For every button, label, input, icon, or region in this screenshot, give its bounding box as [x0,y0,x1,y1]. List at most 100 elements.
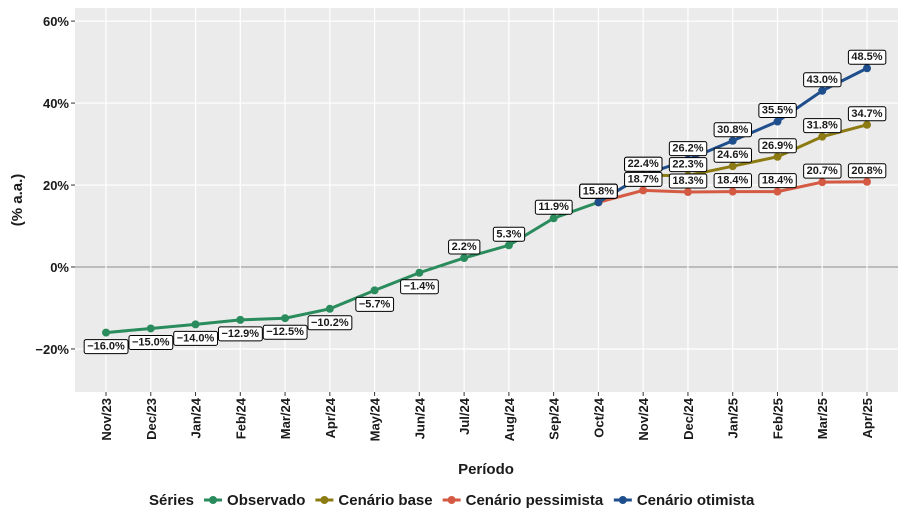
data-point [818,86,827,95]
data-label: −14.0% [173,330,219,346]
data-label-box [307,315,353,331]
data-label: 18.3% [668,173,708,189]
x-tick-label: Mar/24 [278,397,293,439]
data-label: −12.5% [262,324,308,340]
data-label-box [668,141,708,157]
data-label: −15.0% [128,334,174,350]
data-label: −16.0% [83,339,129,355]
y-tick-label: 60% [43,14,69,29]
data-label-text: 18.4% [717,175,748,187]
data-point [325,304,334,313]
y-tick-label: 0% [50,260,69,275]
data-label-box [847,163,887,179]
data-point [818,132,827,141]
data-label-box [803,163,842,179]
data-label-box [713,147,753,163]
x-tick-label: Nov/23 [99,398,114,441]
data-label-text: 43.0% [807,74,838,86]
x-tick-label: Aug/24 [502,397,517,441]
legend-key [447,496,456,504]
data-point [863,177,871,186]
data-label: 18.4% [758,173,797,189]
data-label-text: 18.3% [672,175,703,187]
legend-label: Cenário pessimista [466,492,604,509]
data-label: 24.6% [713,147,753,163]
data-label: 30.8% [713,122,753,138]
data-label: −12.9% [217,326,263,342]
plot-panel [75,8,898,392]
data-label: 26.2% [668,141,708,157]
data-label-text: 26.9% [762,140,793,152]
data-label-box [400,279,439,295]
data-label-text: −14.0% [177,332,215,344]
data-label-box [847,49,887,65]
data-point [549,214,558,223]
data-label-box [758,173,797,189]
data-label-box [492,226,526,242]
x-axis-title: Período [458,461,514,478]
legend-key [320,496,329,504]
data-label: 2.2% [448,239,481,255]
data-point [102,328,110,337]
data-label-box [713,173,753,189]
y-tick-label: 40% [43,96,69,111]
y-tick-label: −20% [35,342,69,357]
data-label: −10.2% [307,315,353,331]
data-point [146,324,155,333]
data-label-text: 18.7% [628,173,659,185]
data-label-text: 22.4% [628,158,659,170]
data-point [863,120,871,129]
data-point [818,178,827,187]
data-point [594,198,603,207]
data-point [863,64,871,73]
data-label: 15.8% [579,183,618,199]
data-label-text: 18.4% [762,175,793,187]
data-label-box [803,72,842,88]
x-tick-label: Oct/24 [591,397,606,438]
data-label: 20.8% [847,163,887,179]
x-tick-label: Apr/24 [323,397,338,438]
data-label-text: −16.0% [87,341,125,353]
data-label-box [624,171,663,187]
data-label-text: −12.5% [266,326,304,338]
x-tick-label: Dec/23 [144,398,159,440]
data-label: 20.7% [803,163,842,179]
data-label-text: 24.6% [717,149,748,161]
data-label: 22.4% [624,156,663,172]
data-label-box [668,157,708,173]
data-label-text: 35.5% [762,105,793,117]
data-label-text: 11.9% [538,201,569,213]
data-point [370,286,379,295]
data-label-text: 26.2% [672,143,703,155]
data-label-box [847,106,887,122]
x-tick-label: May/24 [368,397,383,441]
data-label: 31.8% [803,118,842,134]
data-point [773,187,782,196]
data-label-text: −5.7% [359,298,391,310]
data-label-text: 30.8% [717,124,748,136]
data-point [728,136,737,145]
x-tick-label: Jan/24 [189,397,204,438]
data-label-box [217,326,263,342]
data-label-text: 31.8% [807,120,838,132]
data-label: −1.4% [400,279,439,295]
data-label-text: −10.2% [311,317,349,329]
x-tick-label: Sep/24 [547,397,562,440]
data-label: 34.7% [847,106,887,122]
y-axis-title: (% a.a.) [9,174,26,227]
data-label-text: 5.3% [496,228,521,240]
data-point [728,162,737,171]
data-label: 35.5% [758,103,797,119]
data-label-box [355,296,395,312]
data-point [504,241,513,250]
data-label-box [624,156,663,172]
x-tick-label: Jun/24 [412,397,427,439]
data-label-box [448,239,481,255]
data-label-text: 20.8% [851,165,882,177]
data-point [460,253,469,262]
legend-key [618,496,627,504]
data-label-text: −12.9% [221,328,259,340]
data-point [773,117,782,126]
data-point [236,315,245,324]
